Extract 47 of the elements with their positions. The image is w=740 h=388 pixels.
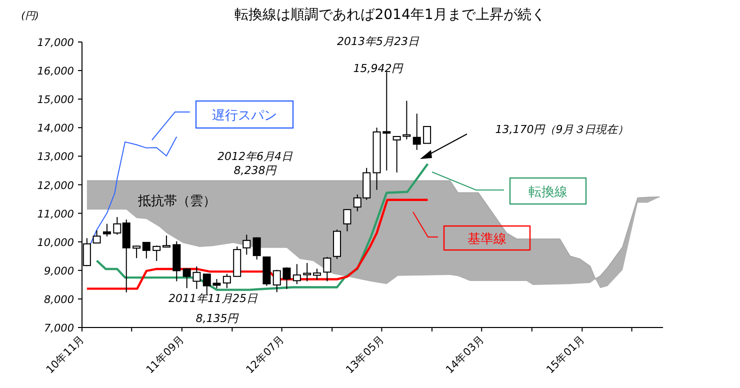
candlestick bbox=[343, 208, 352, 232]
annotation: 8,135円 bbox=[196, 312, 240, 325]
x-tick-label: 14年03月 bbox=[444, 333, 487, 376]
y-tick-label: 7,000 bbox=[44, 322, 74, 334]
x-tick-label: 11年09月 bbox=[144, 333, 188, 376]
text: 基準線 bbox=[468, 232, 506, 247]
y-tick-label: 11,000 bbox=[37, 208, 74, 220]
candlestick bbox=[152, 245, 161, 262]
y-tick-label: 16,000 bbox=[37, 66, 74, 78]
candlestick bbox=[132, 245, 141, 259]
text: 遅行スパン bbox=[212, 108, 277, 124]
candlestick bbox=[162, 235, 170, 248]
y-tick-label: 8,000 bbox=[44, 294, 74, 306]
y-tick-label: 17,000 bbox=[37, 37, 74, 49]
y-axis-title: (円) bbox=[21, 11, 39, 22]
x-tick-label: 13年05月 bbox=[344, 333, 387, 376]
series-label: 抵抗帯（雲） bbox=[136, 194, 216, 209]
annotation: 15,942円 bbox=[353, 62, 404, 75]
annotation: 2013年5月23日 bbox=[337, 35, 420, 48]
x-tick-label: 12年07月 bbox=[244, 333, 287, 376]
annotation: 2011年11月25日 bbox=[168, 292, 258, 305]
text: 転換線 bbox=[528, 185, 568, 200]
candlestick bbox=[252, 236, 261, 260]
y-tick-label: 14,000 bbox=[37, 122, 74, 135]
candlestick bbox=[142, 242, 150, 259]
candlestick bbox=[312, 268, 321, 280]
y-tick-label: 13,000 bbox=[37, 151, 74, 164]
candlestick bbox=[242, 234, 251, 256]
annotation: 2012年6月4日 bbox=[218, 150, 294, 163]
candlestick bbox=[222, 273, 231, 289]
candlestick bbox=[323, 256, 332, 282]
y-tick-label: 10,000 bbox=[37, 236, 74, 249]
candlestick bbox=[303, 262, 312, 282]
annotation: 13,170円（9月３日現在） bbox=[495, 123, 629, 136]
chart-title: 転換線は順調であれば2014年1月まで上昇が続く bbox=[234, 7, 546, 23]
annotation: 8,238円 bbox=[234, 164, 278, 177]
y-tick-label: 12,000 bbox=[37, 180, 74, 192]
candlestick bbox=[102, 223, 111, 237]
x-tick-label: 15年01月 bbox=[544, 333, 588, 376]
x-tick-label: 10年11月 bbox=[44, 333, 88, 376]
y-tick-label: 9,000 bbox=[44, 265, 74, 278]
candlestick bbox=[412, 113, 421, 150]
candlestick bbox=[92, 230, 101, 244]
y-tick-label: 15,000 bbox=[37, 94, 74, 106]
line-series bbox=[96, 162, 429, 291]
candlestick bbox=[423, 126, 432, 144]
candlestick bbox=[292, 264, 301, 285]
